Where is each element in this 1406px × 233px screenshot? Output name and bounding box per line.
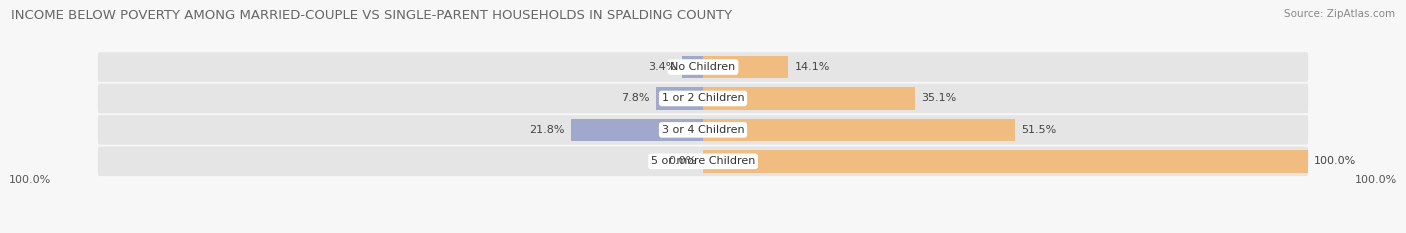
Text: Source: ZipAtlas.com: Source: ZipAtlas.com: [1284, 9, 1395, 19]
Text: INCOME BELOW POVERTY AMONG MARRIED-COUPLE VS SINGLE-PARENT HOUSEHOLDS IN SPALDIN: INCOME BELOW POVERTY AMONG MARRIED-COUPL…: [11, 9, 733, 22]
Text: 21.8%: 21.8%: [530, 125, 565, 135]
Text: 14.1%: 14.1%: [794, 62, 830, 72]
Text: 1 or 2 Children: 1 or 2 Children: [662, 93, 744, 103]
Text: No Children: No Children: [671, 62, 735, 72]
Bar: [682, 56, 703, 78]
Text: 35.1%: 35.1%: [921, 93, 956, 103]
Text: 7.8%: 7.8%: [621, 93, 650, 103]
FancyBboxPatch shape: [98, 115, 1308, 145]
Text: 3 or 4 Children: 3 or 4 Children: [662, 125, 744, 135]
Bar: [703, 150, 1308, 173]
Text: 100.0%: 100.0%: [1355, 175, 1398, 185]
Bar: [703, 87, 915, 110]
Bar: [703, 56, 789, 78]
FancyBboxPatch shape: [98, 84, 1308, 113]
FancyBboxPatch shape: [98, 147, 1308, 176]
Text: 100.0%: 100.0%: [1315, 156, 1357, 166]
Bar: [703, 119, 1015, 141]
Bar: [655, 87, 703, 110]
FancyBboxPatch shape: [98, 52, 1308, 82]
Text: 100.0%: 100.0%: [8, 175, 51, 185]
Text: 51.5%: 51.5%: [1021, 125, 1056, 135]
Text: 3.4%: 3.4%: [648, 62, 676, 72]
Bar: [571, 119, 703, 141]
Text: 5 or more Children: 5 or more Children: [651, 156, 755, 166]
Text: 0.0%: 0.0%: [669, 156, 697, 166]
